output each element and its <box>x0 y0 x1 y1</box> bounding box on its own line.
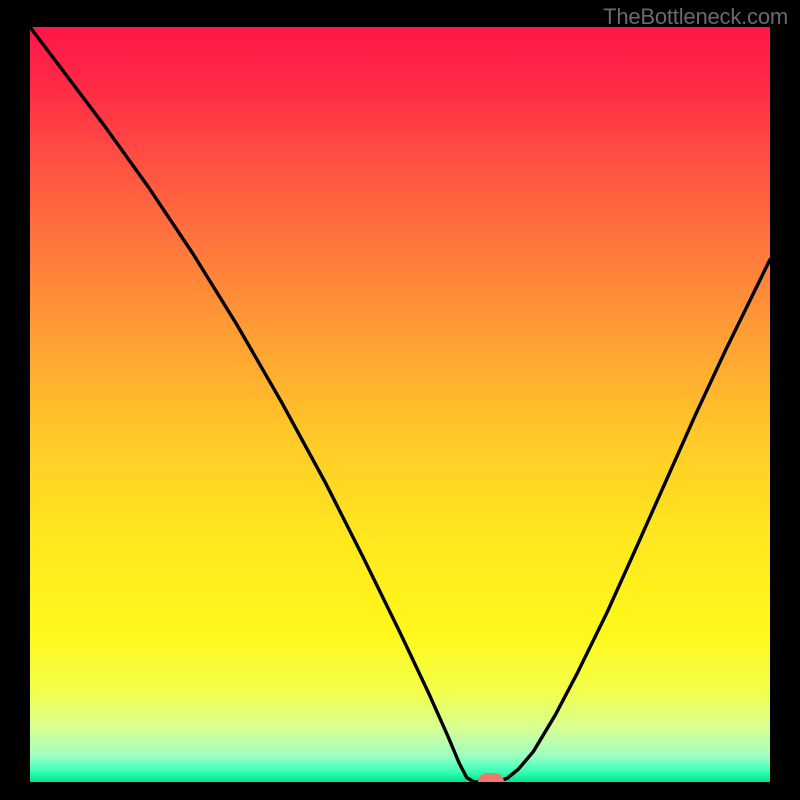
watermark-text: TheBottleneck.com <box>603 4 788 30</box>
curve-svg <box>30 27 770 782</box>
chart-plot-area <box>30 27 770 782</box>
optimal-marker <box>478 773 504 782</box>
bottleneck-curve <box>30 27 770 782</box>
